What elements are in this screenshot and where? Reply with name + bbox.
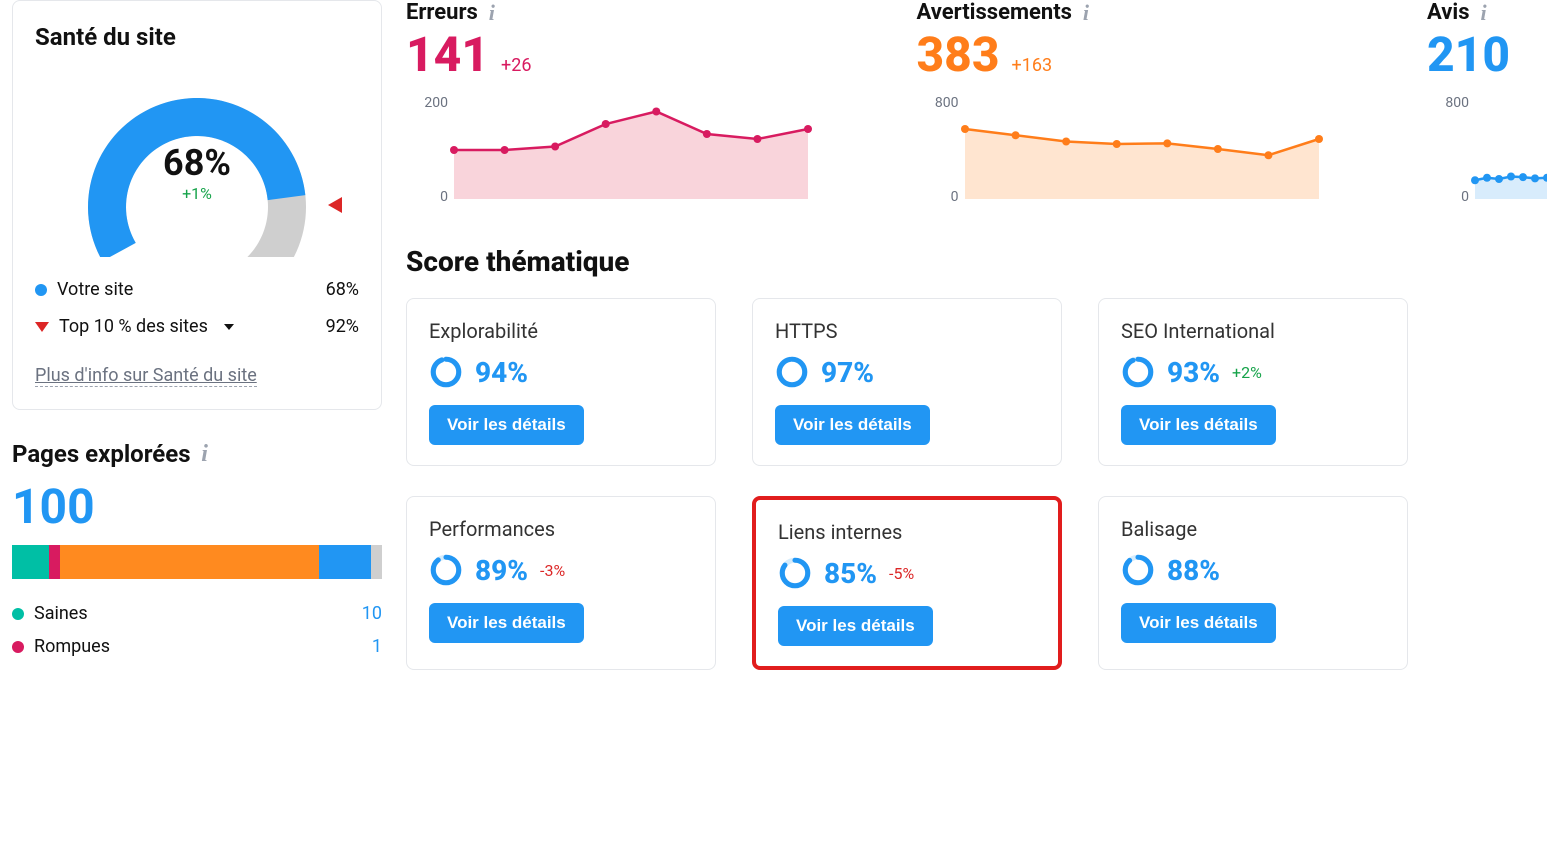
score-card: SEO International 93% +2% Voir les détails — [1098, 298, 1408, 466]
metric-card-warnings: Avertissementsi 383 +163 8000 — [917, 0, 1400, 205]
benchmark-marker-icon — [328, 197, 342, 217]
bar-segment — [371, 545, 382, 579]
pages-legend-label: Rompues — [34, 636, 110, 657]
site-health-donut: 68% +1% — [52, 67, 342, 247]
legend-top10[interactable]: Top 10 % des sites 92% — [35, 308, 359, 345]
metrics-row: Erreursi 141 +26 2000 Avertissementsi 383 +163… — [406, 0, 1547, 205]
triangle-down-icon — [35, 322, 49, 332]
dot-icon — [12, 608, 24, 620]
metric-value: 210 — [1427, 31, 1510, 79]
legend-top10-value: 92% — [326, 316, 359, 337]
score-card: Performances 89% -3% Voir les détails — [406, 496, 716, 670]
donut-icon — [775, 355, 809, 389]
site-health-title: Santé du site — [35, 23, 359, 51]
legend-your-site-value: 68% — [326, 279, 359, 300]
chevron-down-icon — [224, 324, 234, 330]
pages-legend-label: Saines — [34, 603, 88, 624]
pages-legend-row[interactable]: Saines 10 — [12, 597, 382, 630]
info-icon[interactable]: i — [1476, 5, 1492, 21]
score-card: Explorabilité 94% Voir les détails — [406, 298, 716, 466]
bar-segment — [49, 545, 60, 579]
dot-icon — [12, 641, 24, 653]
thematic-scores-grid: Explorabilité 94% Voir les détails HTTPS 97%… — [406, 298, 1547, 670]
view-details-button[interactable]: Voir les détails — [1121, 603, 1276, 643]
donut-icon — [429, 553, 463, 587]
pages-explored-bar — [12, 545, 382, 579]
pages-explored-title-text: Pages explorées — [12, 440, 191, 468]
score-card: Balisage 88% Voir les détails — [1098, 496, 1408, 670]
score-percent: 93% — [1167, 356, 1220, 389]
info-icon[interactable]: i — [1078, 5, 1094, 21]
pages-explored-total: 100 — [12, 478, 382, 535]
dot-icon — [35, 284, 47, 296]
site-health-card: Santé du site 68% +1% Votre site 68% — [12, 0, 382, 410]
score-title: SEO International — [1121, 319, 1385, 343]
metric-title: Erreursi — [406, 0, 889, 25]
site-health-delta: +1% — [163, 184, 231, 203]
score-title: Explorabilité — [429, 319, 693, 343]
score-delta: -5% — [889, 564, 914, 583]
score-card: Liens internes 85% -5% Voir les détails — [752, 496, 1062, 670]
view-details-button[interactable]: Voir les détails — [778, 606, 933, 646]
metric-title: Avertissementsi — [917, 0, 1400, 25]
metric-card-notices: Avisi 210 8000 — [1427, 0, 1547, 205]
score-percent: 89% — [475, 554, 528, 587]
score-delta: -3% — [540, 561, 565, 580]
metric-sparkline: 8000 — [917, 95, 1400, 205]
view-details-button[interactable]: Voir les détails — [429, 603, 584, 643]
thematic-title: Score thématique — [406, 245, 1547, 278]
view-details-button[interactable]: Voir les détails — [429, 405, 584, 445]
score-card: HTTPS 97% Voir les détails — [752, 298, 1062, 466]
pages-legend-value: 1 — [372, 636, 382, 657]
metric-delta: +26 — [501, 55, 531, 76]
donut-icon — [1121, 355, 1155, 389]
score-percent: 94% — [475, 356, 528, 389]
score-title: Liens internes — [778, 520, 1036, 544]
score-title: HTTPS — [775, 319, 1039, 343]
donut-icon — [1121, 553, 1155, 587]
metric-title: Avisi — [1427, 0, 1547, 25]
metric-value: 141 — [406, 31, 489, 79]
legend-top10-label: Top 10 % des sites — [59, 316, 208, 337]
metric-sparkline: 2000 — [406, 95, 889, 205]
score-delta: +2% — [1232, 363, 1262, 382]
donut-icon — [778, 556, 812, 590]
pages-legend-value: 10 — [362, 603, 382, 624]
view-details-button[interactable]: Voir les détails — [1121, 405, 1276, 445]
donut-icon — [429, 355, 463, 389]
legend-your-site-label: Votre site — [57, 279, 133, 300]
metric-value: 383 — [917, 31, 1000, 79]
view-details-button[interactable]: Voir les détails — [775, 405, 930, 445]
site-health-more-info-link[interactable]: Plus d'info sur Santé du site — [35, 359, 257, 387]
site-health-percent: 68% — [163, 142, 231, 184]
pages-legend-row[interactable]: Rompues 1 — [12, 630, 382, 663]
score-percent: 85% — [824, 557, 877, 590]
metric-delta: +163 — [1012, 55, 1053, 76]
metric-sparkline: 8000 — [1427, 95, 1547, 205]
score-percent: 88% — [1167, 554, 1220, 587]
score-title: Balisage — [1121, 517, 1385, 541]
score-percent: 97% — [821, 356, 874, 389]
pages-explored-title: Pages explorées i — [12, 440, 382, 468]
metric-card-errors: Erreursi 141 +26 2000 — [406, 0, 889, 205]
legend-your-site: Votre site 68% — [35, 271, 359, 308]
pages-explored-card: Pages explorées i 100 Saines 10 Rompues 1 — [12, 440, 382, 663]
bar-segment — [60, 545, 319, 579]
info-icon[interactable]: i — [197, 446, 213, 462]
bar-segment — [319, 545, 371, 579]
bar-segment — [12, 545, 49, 579]
info-icon[interactable]: i — [484, 5, 500, 21]
score-title: Performances — [429, 517, 693, 541]
